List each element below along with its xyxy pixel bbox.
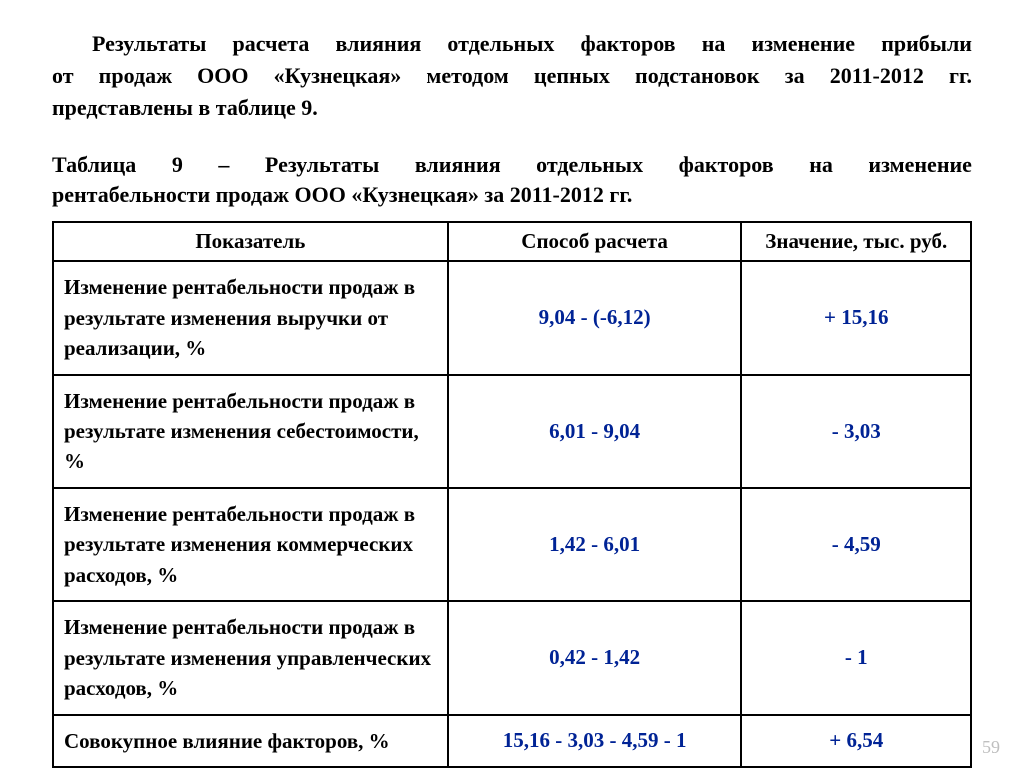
header-value: Значение, тыс. руб. (741, 222, 971, 261)
indicator-cell: Изменение рентабельности продаж в резуль… (53, 601, 448, 714)
indicator-cell: Изменение рентабельности продаж в резуль… (53, 488, 448, 601)
caption-word: 9 (172, 150, 183, 181)
value-cell: - 3,03 (741, 375, 971, 488)
calc-cell: 15,16 - 3,03 - 4,59 - 1 (448, 715, 742, 767)
calc-cell: 0,42 - 1,42 (448, 601, 742, 714)
intro-line-b: от продаж ООО «Кузнецкая» методом цепных… (52, 63, 972, 88)
caption-line-1: Таблица 9 – Результаты влияния отдельных… (52, 150, 972, 181)
value-cell: + 6,54 (741, 715, 971, 767)
caption-word: Результаты (265, 150, 379, 181)
caption-word: Таблица (52, 150, 136, 181)
value-cell: + 15,16 (741, 261, 971, 374)
table-row: Совокупное влияние факторов, % 15,16 - 3… (53, 715, 971, 767)
table-row: Изменение рентабельности продаж в резуль… (53, 488, 971, 601)
calc-cell: 9,04 - (-6,12) (448, 261, 742, 374)
indicator-cell: Изменение рентабельности продаж в резуль… (53, 375, 448, 488)
header-indicator: Показатель (53, 222, 448, 261)
value-cell: - 4,59 (741, 488, 971, 601)
caption-word: влияния (415, 150, 501, 181)
caption-line-2: рентабельности продаж ООО «Кузнецкая» за… (52, 180, 972, 211)
header-calc: Способ расчета (448, 222, 742, 261)
intro-line-c: представлены в таблице 9. (52, 92, 972, 124)
caption-word: отдельных (536, 150, 643, 181)
caption-word: изменение (868, 150, 972, 181)
caption-word: на (809, 150, 833, 181)
table-caption: Таблица 9 – Результаты влияния отдельных… (52, 150, 972, 212)
indicator-cell: Изменение рентабельности продаж в резуль… (53, 261, 448, 374)
table-row: Изменение рентабельности продаж в резуль… (53, 375, 971, 488)
calc-cell: 6,01 - 9,04 (448, 375, 742, 488)
calc-cell: 1,42 - 6,01 (448, 488, 742, 601)
caption-word: факторов (679, 150, 774, 181)
table-row: Изменение рентабельности продаж в резуль… (53, 261, 971, 374)
table-header-row: Показатель Способ расчета Значение, тыс.… (53, 222, 971, 261)
table-row: Изменение рентабельности продаж в резуль… (53, 601, 971, 714)
results-table: Показатель Способ расчета Значение, тыс.… (52, 221, 972, 768)
page-number: 59 (982, 737, 1000, 758)
caption-word: – (218, 150, 229, 181)
value-cell: - 1 (741, 601, 971, 714)
intro-line-a: Результаты расчета влияния отдельных фак… (92, 31, 972, 56)
intro-paragraph: Результаты расчета влияния отдельных фак… (52, 28, 972, 124)
slide-page: Результаты расчета влияния отдельных фак… (0, 0, 1024, 768)
indicator-cell: Совокупное влияние факторов, % (53, 715, 448, 767)
